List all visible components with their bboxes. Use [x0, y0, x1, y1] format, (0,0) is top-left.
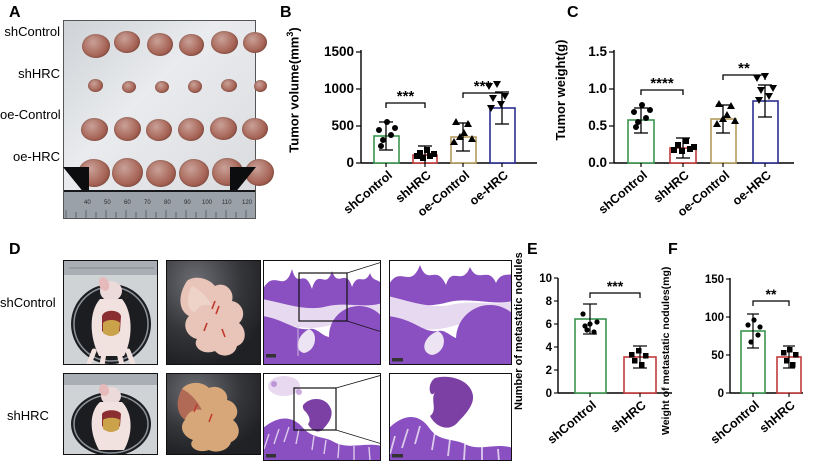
svg-text:6: 6 [546, 319, 552, 331]
svg-text:70: 70 [144, 200, 151, 206]
svg-text:10: 10 [539, 273, 552, 285]
svg-text:60: 60 [124, 200, 131, 206]
svg-text:1000: 1000 [324, 81, 354, 96]
svg-text:110: 110 [222, 200, 232, 206]
svg-text:8: 8 [546, 296, 553, 308]
svg-text:1.0: 1.0 [588, 81, 607, 96]
svg-text:****: **** [650, 75, 674, 92]
svg-text:500: 500 [331, 118, 354, 133]
svg-text:40: 40 [84, 200, 91, 206]
svg-text:***: *** [474, 78, 492, 95]
svg-text:**: ** [766, 286, 777, 302]
svg-text:100: 100 [705, 312, 724, 324]
svg-text:150: 150 [705, 274, 724, 286]
svg-text:1.5: 1.5 [588, 44, 607, 59]
svg-text:0.0: 0.0 [588, 155, 607, 170]
svg-text:0: 0 [546, 388, 552, 400]
svg-text:100: 100 [202, 200, 213, 206]
svg-text:0: 0 [346, 155, 354, 170]
svg-text:***: *** [397, 88, 415, 105]
svg-text:50: 50 [104, 200, 111, 206]
svg-text:4: 4 [546, 342, 553, 354]
svg-text:0.5: 0.5 [588, 118, 607, 133]
svg-text:120: 120 [242, 200, 253, 206]
svg-text:0: 0 [718, 388, 724, 400]
svg-text:50: 50 [711, 350, 724, 362]
svg-text:2: 2 [546, 365, 552, 377]
svg-text:80: 80 [164, 200, 171, 206]
svg-text:***: *** [607, 278, 624, 294]
svg-text:90: 90 [184, 200, 191, 206]
svg-text:**: ** [738, 60, 750, 77]
svg-text:1500: 1500 [324, 44, 354, 59]
